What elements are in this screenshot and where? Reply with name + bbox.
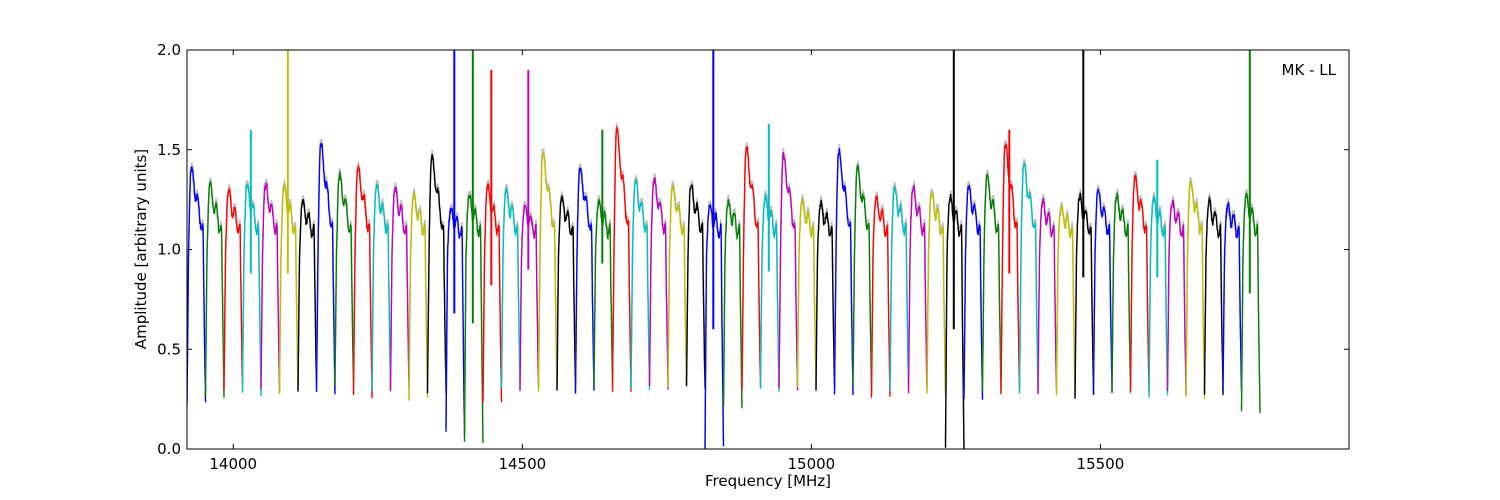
channel-trace <box>1055 205 1076 396</box>
channel-trace <box>556 195 577 391</box>
channel-trace <box>815 199 836 391</box>
channel-trace <box>1166 199 1187 396</box>
channel-trace <box>334 169 355 387</box>
x-tick-label: 15500 <box>1077 455 1125 473</box>
channel-trace <box>352 164 373 399</box>
channel-trace <box>833 148 854 396</box>
channel-trace <box>778 152 799 391</box>
channel-trace <box>389 186 410 392</box>
channel-trace <box>907 183 928 394</box>
x-axis-label: Frequency [MHz] <box>705 472 831 490</box>
channel-trace <box>187 166 207 406</box>
channel-trace <box>1111 192 1132 394</box>
y-axis-label: Amplitude [arbitrary units] <box>132 149 150 349</box>
channel-trace <box>1203 195 1224 396</box>
channel-trace <box>1018 161 1039 394</box>
channel-trace <box>981 173 1002 393</box>
baseline-annotation: MK - LL <box>1282 61 1337 79</box>
x-tick-label: 14500 <box>498 455 546 473</box>
channel-trace <box>1222 202 1243 392</box>
channel-trace <box>537 152 558 392</box>
channel-trace <box>260 182 281 392</box>
channel-trace <box>963 184 984 400</box>
channel-trace <box>722 198 743 409</box>
x-axis-ticks: 14000 14500 15000 15500 <box>209 50 1124 473</box>
y-tick-label: 1.0 <box>157 241 181 259</box>
channel-trace <box>889 185 910 392</box>
channel-trace <box>667 184 688 388</box>
y-tick-label: 0.0 <box>157 440 181 458</box>
channel-trace <box>371 183 392 391</box>
channel-trace <box>611 125 632 392</box>
channel-trace <box>297 199 318 392</box>
channel-trace <box>648 177 669 390</box>
channel-trace <box>685 184 706 389</box>
channel-trace <box>741 145 762 391</box>
channel-trace <box>852 164 873 390</box>
x-tick-label: 14000 <box>209 455 257 473</box>
channel-trace <box>630 178 651 390</box>
channel-trace <box>1129 174 1150 392</box>
channel-trace <box>223 188 244 391</box>
channel-trace <box>500 187 521 392</box>
y-tick-label: 1.5 <box>157 141 181 159</box>
channel-trace <box>870 195 891 398</box>
channel-trace <box>426 154 447 394</box>
y-tick-label: 2.0 <box>157 41 181 59</box>
y-tick-label: 0.5 <box>157 340 181 358</box>
y-axis-ticks: 0.0 0.5 1.0 1.5 2.0 <box>157 41 1349 458</box>
channel-trace <box>574 167 595 394</box>
channel-trace <box>1185 180 1206 400</box>
channel-trace <box>926 192 947 395</box>
trace-group <box>187 50 1261 449</box>
channel-trace <box>315 142 336 395</box>
x-tick-label: 15000 <box>787 455 835 473</box>
channel-trace <box>796 197 817 389</box>
channel-trace <box>408 192 429 401</box>
channel-trace <box>204 180 225 398</box>
channel-trace <box>1092 188 1113 394</box>
channel-trace <box>1037 197 1058 395</box>
